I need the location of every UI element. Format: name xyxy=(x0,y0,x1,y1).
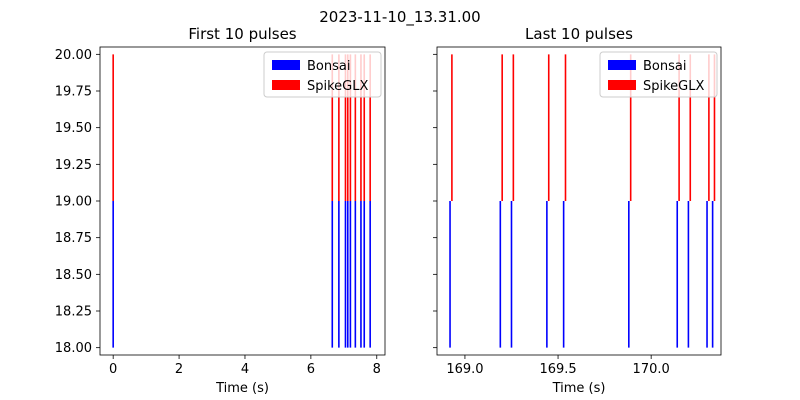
legend-swatch-spikeglx xyxy=(272,80,300,90)
legend-label-bonsai: Bonsai xyxy=(307,59,350,74)
x-tick-label: 6 xyxy=(307,362,315,377)
figure-title: 2023-11-10_13.31.00 xyxy=(319,8,480,27)
y-tick-label: 18.00 xyxy=(55,341,92,356)
x-tick-label: 4 xyxy=(241,362,249,377)
x-tick-label: 169.0 xyxy=(446,362,483,377)
legend-swatch-bonsai xyxy=(608,60,636,70)
x-axis-label: Time (s) xyxy=(552,381,606,396)
chart-title: Last 10 pulses xyxy=(525,25,633,43)
y-tick-label: 18.50 xyxy=(55,268,92,283)
chart-first-10-pulses: 0 2 4 6 8 18.00 18.25 18.50 18.75 19.00 19.25 19.50… xyxy=(55,25,386,396)
x-tick-label: 0 xyxy=(109,362,117,377)
y-tick-label: 19.75 xyxy=(55,85,92,100)
y-tick-label: 18.25 xyxy=(55,305,92,320)
y-tick-label: 18.75 xyxy=(55,231,92,246)
legend-label-spikeglx: SpikeGLX xyxy=(643,79,704,94)
y-tick-label: 19.25 xyxy=(55,158,92,173)
legend-label-bonsai: Bonsai xyxy=(643,59,686,74)
legend-label-spikeglx: SpikeGLX xyxy=(307,79,368,94)
x-tick-label: 170.0 xyxy=(633,362,670,377)
x-axis-label: Time (s) xyxy=(215,381,269,396)
x-tick-label: 169.5 xyxy=(539,362,576,377)
y-tick-label: 19.50 xyxy=(55,121,92,136)
chart-title: First 10 pulses xyxy=(188,25,296,43)
chart-last-10-pulses: 169.0 169.5 170.0 Last 10 pulses Time (s) Bon… xyxy=(433,25,722,396)
y-tick-label: 19.00 xyxy=(55,195,92,210)
legend-swatch-spikeglx xyxy=(608,80,636,90)
legend-swatch-bonsai xyxy=(272,60,300,70)
y-tick-label: 20.00 xyxy=(55,48,92,63)
x-tick-label: 2 xyxy=(175,362,183,377)
x-tick-label: 8 xyxy=(373,362,381,377)
